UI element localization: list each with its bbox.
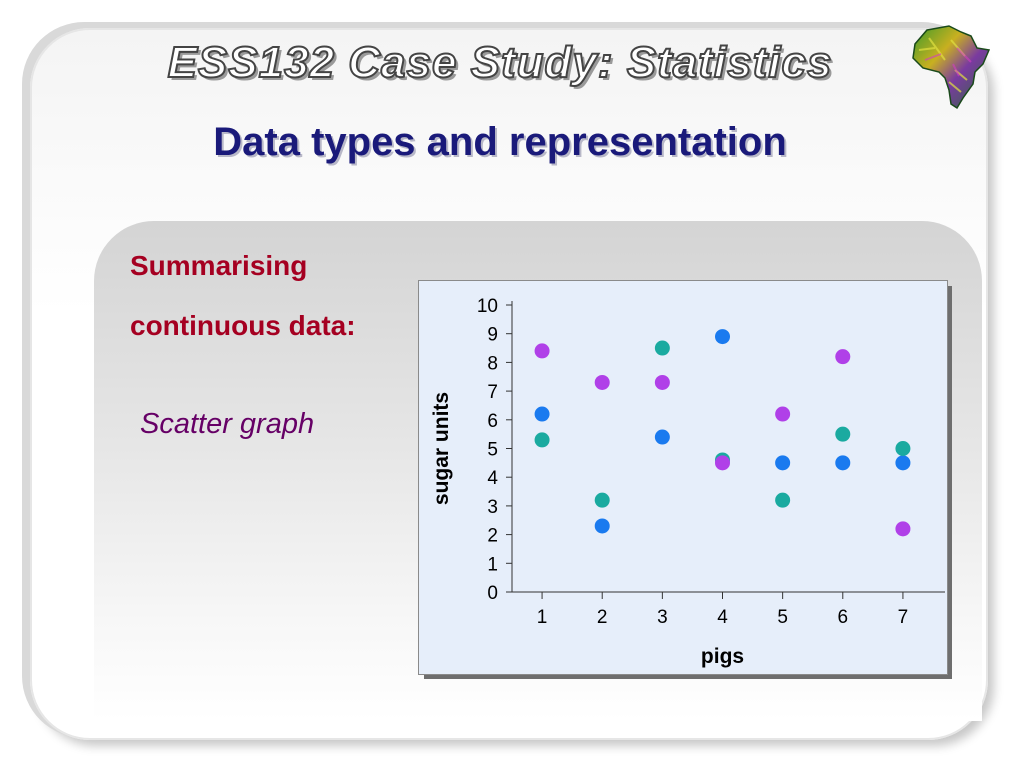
scatter-point-series-2 [835, 426, 851, 442]
scatter-point-series-1 [534, 406, 550, 422]
x-tick-label: 6 [837, 607, 848, 628]
y-tick-label: 10 [477, 296, 498, 317]
scatter-chart: 0 1 2 3 4 5 6 7 8 9 10 1 2 3 4 5 6 7 pigs sugar units [418, 280, 948, 675]
scatter-point-series-3 [895, 521, 911, 537]
y-axis-title: sugar units [430, 392, 453, 505]
y-tick-label: 8 [487, 353, 498, 374]
scatter-point-series-1 [654, 429, 670, 445]
africa-map-icon [912, 25, 991, 110]
y-tick-label: 0 [487, 583, 498, 604]
x-tick-label: 3 [657, 607, 668, 628]
scatter-point-series-3 [534, 343, 550, 359]
scatter-point-series-2 [594, 492, 610, 508]
scatter-point-series-1 [895, 455, 911, 471]
case-study-title: ESS132 Case Study: Statistics [167, 37, 833, 88]
y-tick-label: 2 [487, 526, 498, 547]
x-tick-label: 4 [717, 607, 728, 628]
scatter-point-series-2 [534, 432, 550, 448]
y-tick-label: 4 [487, 468, 498, 489]
scatter-point-series-2 [775, 492, 791, 508]
scatter-point-series-1 [594, 518, 610, 534]
chart-caption: Scatter graph [140, 408, 315, 440]
scatter-point-series-2 [895, 441, 911, 456]
x-tick-label: 2 [597, 607, 608, 628]
scatter-point-series-1 [715, 329, 730, 345]
scatter-point-series-3 [715, 455, 730, 471]
slide-heading: Data types and representation [213, 120, 787, 164]
y-tick-label: 7 [487, 382, 498, 403]
x-axis-title: pigs [701, 645, 744, 668]
summary-line-1: Summarising [130, 250, 308, 281]
y-tick-label: 6 [487, 411, 498, 432]
y-tick-label: 9 [487, 325, 498, 346]
y-tick-label: 3 [487, 497, 498, 518]
x-tick-label: 7 [898, 607, 909, 628]
scatter-point-series-2 [654, 340, 670, 356]
scatter-point-series-1 [835, 455, 851, 471]
scatter-point-series-3 [594, 374, 610, 390]
scatter-plot-svg: 0 1 2 3 4 5 6 7 8 9 10 1 2 3 4 5 6 7 pigs sugar units [430, 296, 945, 668]
scatter-point-series-1 [775, 455, 791, 471]
y-tick-label: 5 [487, 440, 498, 461]
y-tick-label: 1 [487, 554, 498, 575]
summary-line-2: continuous data: [130, 310, 356, 341]
scatter-point-series-3 [775, 406, 791, 422]
scatter-point-series-3 [654, 374, 670, 390]
x-tick-label: 1 [537, 607, 548, 628]
x-tick-label: 5 [777, 607, 788, 628]
scatter-point-series-3 [835, 349, 851, 365]
